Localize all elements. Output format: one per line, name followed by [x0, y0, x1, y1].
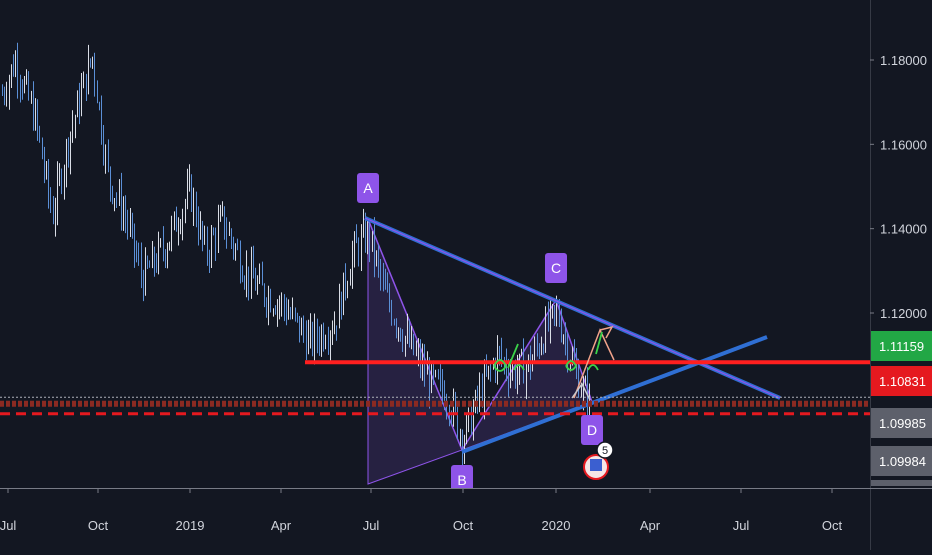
price-tag-box[interactable] [871, 446, 932, 476]
price-tick-label: 1.12000 [880, 306, 927, 321]
pattern-point-d-label: D [587, 422, 597, 438]
time-tick-label: 2019 [176, 518, 205, 533]
projection-arrowhead [599, 325, 614, 339]
projection-arrow-down [571, 382, 591, 401]
drawing-lines[interactable] [0, 216, 870, 454]
time-tick-label: Oct [453, 518, 474, 533]
pattern-point-a-badge [357, 173, 379, 203]
price-axis[interactable]: 1.18000 1.16000 1.14000 1.12000 1.11159 1.108… [870, 0, 932, 550]
pattern-point-c-label: C [551, 260, 561, 276]
price-tag-box[interactable] [871, 366, 932, 396]
price-tag-box[interactable] [871, 408, 932, 438]
time-tick-label: Jul [0, 518, 16, 533]
lower-trendline[interactable] [461, 335, 768, 454]
price-tick-label: 1.14000 [880, 222, 927, 237]
price-tag-box[interactable] [871, 331, 932, 361]
time-tick-label: 2020 [542, 518, 571, 533]
time-tick-label: Apr [271, 518, 292, 533]
event-count-badge [596, 441, 614, 459]
price-bars [2, 42, 590, 469]
time-tick-label: Jul [363, 518, 380, 533]
pattern-point-labels: A B C D5 [357, 173, 614, 495]
time-axis[interactable]: Jul Oct 2019 Apr Jul Oct 2020 Apr Jul Oct [0, 488, 932, 550]
pattern-point-a-label: A [363, 180, 373, 196]
hand-drawn-marker-2 [507, 343, 519, 369]
upper-trendline-pattern-edge [364, 217, 781, 399]
flag-stripes-icon [590, 459, 602, 471]
price-tick-label: 1.18000 [880, 53, 927, 68]
price-tag-label: 1.09984 [879, 454, 926, 469]
price-tag-label: 1.10831 [879, 374, 926, 389]
event-count-label: 5 [602, 445, 608, 457]
pattern-point-b-badge [451, 465, 473, 495]
time-tick-label: Jul [733, 518, 750, 533]
hand-drawn-marker-6 [595, 331, 603, 355]
hand-drawn-marker-5 [587, 364, 599, 371]
time-tick-label: Apr [640, 518, 661, 533]
pattern-point-b-label: B [457, 472, 466, 488]
pattern-point-c-badge [545, 253, 567, 283]
price-tag-overflow [871, 480, 932, 486]
hand-drawn-marker-1 [493, 359, 508, 372]
price-tick-label: 1.16000 [880, 137, 927, 152]
time-axis-panel[interactable] [0, 488, 870, 550]
price-tag-label: 1.09985 [879, 416, 926, 431]
time-tick-label: Oct [822, 518, 843, 533]
pattern-point-d-badge [581, 415, 603, 445]
hand-drawn-marker-4 [565, 360, 578, 371]
hand-drawn-marker-3 [513, 364, 525, 371]
price-tag-label: 1.11159 [879, 339, 924, 354]
time-tick-label: Oct [88, 518, 109, 533]
